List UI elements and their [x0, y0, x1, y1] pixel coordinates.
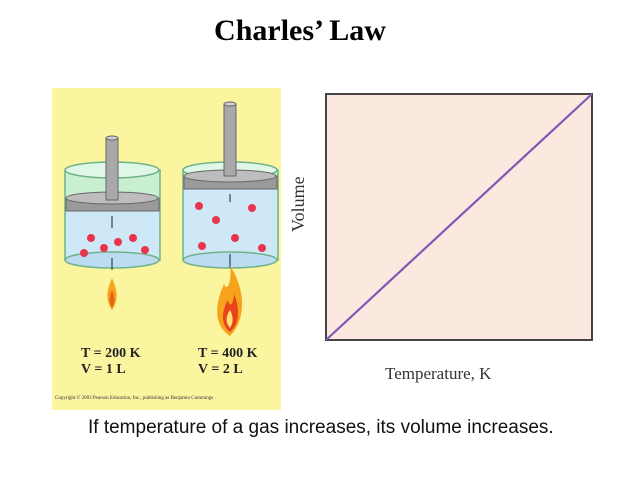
molecule: [258, 244, 266, 252]
caption: If temperature of a gas increases, its v…: [88, 417, 554, 438]
flame-large-icon: [217, 266, 243, 336]
cylinder-left: [64, 135, 161, 270]
molecule: [129, 234, 137, 242]
cylinder-right: [182, 101, 279, 269]
molecule: [141, 246, 149, 254]
slide-title: Charles’ Law: [214, 14, 386, 47]
molecule: [80, 249, 88, 257]
x-axis-label: Temperature, K: [385, 364, 492, 383]
piston-illustration: T = 200 K V = 1 L T = 400 K V = 2 L: [52, 88, 281, 410]
right-volume-label: V = 2 L: [198, 362, 243, 377]
y-axis-label: Volume: [288, 176, 308, 232]
left-volume-label: V = 1 L: [81, 362, 126, 377]
molecule: [212, 216, 220, 224]
volume-temperature-line: [325, 93, 593, 341]
flame-small-icon: [107, 278, 117, 310]
rod-left: [105, 137, 119, 201]
rod-right: [223, 103, 237, 177]
molecule: [248, 204, 256, 212]
molecule: [195, 202, 203, 210]
molecule: [198, 242, 206, 250]
molecule: [87, 234, 95, 242]
molecule: [231, 234, 239, 242]
molecule: [100, 244, 108, 252]
volume-temperature-graph: [325, 93, 593, 341]
copyright-note: Copyright © 2003 Pearson Education, Inc.…: [55, 396, 214, 401]
right-temperature-label: T = 400 K: [198, 346, 258, 361]
molecule: [114, 238, 122, 246]
left-temperature-label: T = 200 K: [81, 346, 141, 361]
